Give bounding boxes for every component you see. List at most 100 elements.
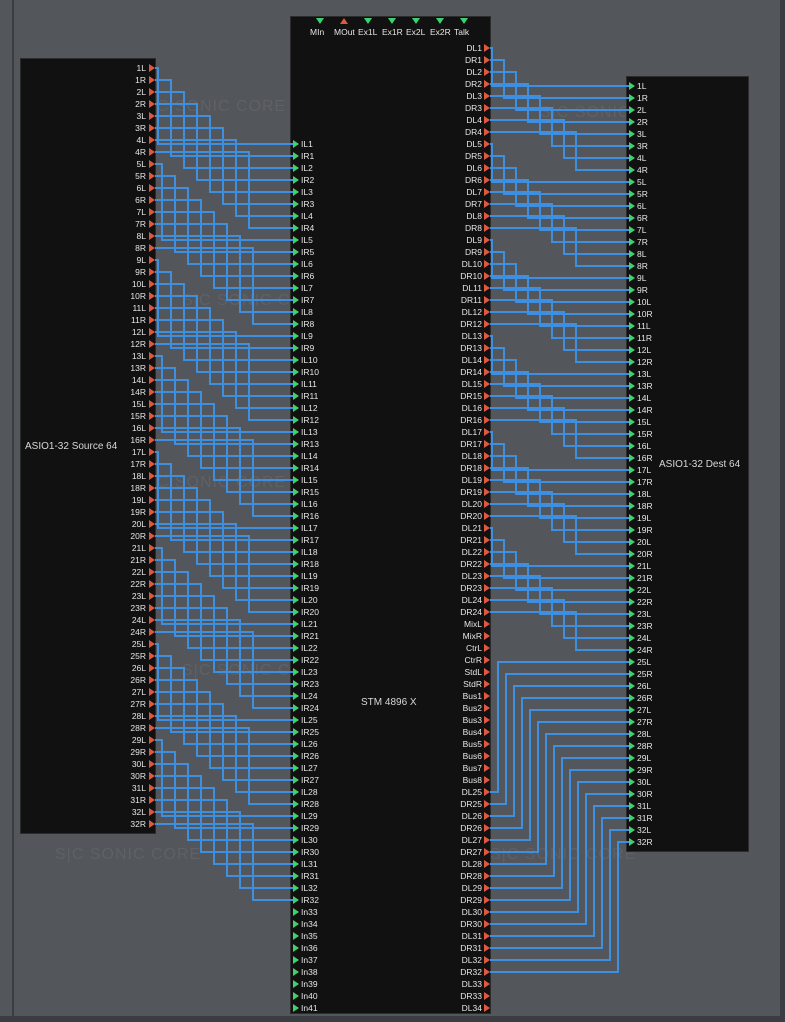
stm-output-pin[interactable] bbox=[484, 128, 490, 136]
stm-input-pin[interactable] bbox=[293, 980, 299, 988]
stm-output-pin[interactable] bbox=[484, 872, 490, 880]
stm-output-pin[interactable] bbox=[484, 416, 490, 424]
stm-input-pin[interactable] bbox=[293, 224, 299, 232]
dest-input-pin[interactable] bbox=[629, 814, 635, 822]
source-output-pin[interactable] bbox=[149, 88, 155, 96]
stm-output-pin[interactable] bbox=[484, 656, 490, 664]
stm-output-pin[interactable] bbox=[484, 224, 490, 232]
source-output-pin[interactable] bbox=[149, 580, 155, 588]
source-output-pin[interactable] bbox=[149, 136, 155, 144]
stm-output-pin[interactable] bbox=[484, 632, 490, 640]
dest-input-pin[interactable] bbox=[629, 226, 635, 234]
source-output-pin[interactable] bbox=[149, 424, 155, 432]
source-output-pin[interactable] bbox=[149, 316, 155, 324]
dest-input-pin[interactable] bbox=[629, 430, 635, 438]
stm-output-pin[interactable] bbox=[484, 836, 490, 844]
stm-output-pin[interactable] bbox=[484, 740, 490, 748]
source-output-pin[interactable] bbox=[149, 208, 155, 216]
source-output-pin[interactable] bbox=[149, 340, 155, 348]
stm-input-pin[interactable] bbox=[293, 188, 299, 196]
dest-input-pin[interactable] bbox=[629, 514, 635, 522]
stm-output-pin[interactable] bbox=[484, 800, 490, 808]
stm-output-pin[interactable] bbox=[484, 920, 490, 928]
dest-input-pin[interactable] bbox=[629, 682, 635, 690]
dest-input-pin[interactable] bbox=[629, 346, 635, 354]
source-output-pin[interactable] bbox=[149, 772, 155, 780]
source-output-pin[interactable] bbox=[149, 592, 155, 600]
stm-input-pin[interactable] bbox=[293, 440, 299, 448]
source-output-pin[interactable] bbox=[149, 172, 155, 180]
stm-input-pin[interactable] bbox=[293, 788, 299, 796]
stm-top-port-pin[interactable] bbox=[364, 18, 372, 24]
stm-input-pin[interactable] bbox=[293, 320, 299, 328]
stm-input-pin[interactable] bbox=[293, 308, 299, 316]
source-output-pin[interactable] bbox=[149, 652, 155, 660]
stm-output-pin[interactable] bbox=[484, 980, 490, 988]
stm-output-pin[interactable] bbox=[484, 344, 490, 352]
stm-output-pin[interactable] bbox=[484, 584, 490, 592]
dest-input-pin[interactable] bbox=[629, 778, 635, 786]
source-output-pin[interactable] bbox=[149, 628, 155, 636]
stm-output-pin[interactable] bbox=[484, 752, 490, 760]
stm-output-pin[interactable] bbox=[484, 368, 490, 376]
source-output-pin[interactable] bbox=[149, 724, 155, 732]
source-output-pin[interactable] bbox=[149, 244, 155, 252]
stm-input-pin[interactable] bbox=[293, 776, 299, 784]
stm-output-pin[interactable] bbox=[484, 164, 490, 172]
stm-input-pin[interactable] bbox=[293, 416, 299, 424]
stm-output-pin[interactable] bbox=[484, 176, 490, 184]
dest-input-pin[interactable] bbox=[629, 562, 635, 570]
stm-output-pin[interactable] bbox=[484, 404, 490, 412]
source-output-pin[interactable] bbox=[149, 784, 155, 792]
stm-output-pin[interactable] bbox=[484, 1004, 490, 1012]
stm-output-pin[interactable] bbox=[484, 668, 490, 676]
source-output-pin[interactable] bbox=[149, 292, 155, 300]
stm-input-pin[interactable] bbox=[293, 572, 299, 580]
stm-output-pin[interactable] bbox=[484, 92, 490, 100]
stm-input-pin[interactable] bbox=[293, 668, 299, 676]
stm-input-pin[interactable] bbox=[293, 968, 299, 976]
stm-output-pin[interactable] bbox=[484, 884, 490, 892]
stm-output-pin[interactable] bbox=[484, 728, 490, 736]
stm-top-port-pin[interactable] bbox=[316, 18, 324, 24]
source-output-pin[interactable] bbox=[149, 760, 155, 768]
dest-input-pin[interactable] bbox=[629, 790, 635, 798]
dest-input-pin[interactable] bbox=[629, 202, 635, 210]
stm-output-pin[interactable] bbox=[484, 188, 490, 196]
stm-output-pin[interactable] bbox=[484, 212, 490, 220]
stm-input-pin[interactable] bbox=[293, 680, 299, 688]
stm-input-pin[interactable] bbox=[293, 596, 299, 604]
stm-input-pin[interactable] bbox=[293, 860, 299, 868]
dest-input-pin[interactable] bbox=[629, 550, 635, 558]
stm-input-pin[interactable] bbox=[293, 728, 299, 736]
stm-output-pin[interactable] bbox=[484, 80, 490, 88]
source-output-pin[interactable] bbox=[149, 460, 155, 468]
dest-input-pin[interactable] bbox=[629, 106, 635, 114]
stm-input-pin[interactable] bbox=[293, 368, 299, 376]
stm-input-pin[interactable] bbox=[293, 920, 299, 928]
dest-input-pin[interactable] bbox=[629, 598, 635, 606]
dest-input-pin[interactable] bbox=[629, 526, 635, 534]
stm-input-pin[interactable] bbox=[293, 620, 299, 628]
source-output-pin[interactable] bbox=[149, 364, 155, 372]
source-output-pin[interactable] bbox=[149, 412, 155, 420]
source-output-pin[interactable] bbox=[149, 124, 155, 132]
stm-output-pin[interactable] bbox=[484, 476, 490, 484]
stm-output-pin[interactable] bbox=[484, 572, 490, 580]
source-output-pin[interactable] bbox=[149, 160, 155, 168]
dest-input-pin[interactable] bbox=[629, 286, 635, 294]
dest-input-pin[interactable] bbox=[629, 670, 635, 678]
stm-input-pin[interactable] bbox=[293, 740, 299, 748]
stm-input-pin[interactable] bbox=[293, 716, 299, 724]
stm-top-port-pin[interactable] bbox=[388, 18, 396, 24]
dest-input-pin[interactable] bbox=[629, 382, 635, 390]
source-output-pin[interactable] bbox=[149, 268, 155, 276]
dest-input-pin[interactable] bbox=[629, 826, 635, 834]
source-output-pin[interactable] bbox=[149, 520, 155, 528]
source-output-pin[interactable] bbox=[149, 376, 155, 384]
stm-output-pin[interactable] bbox=[484, 788, 490, 796]
dest-input-pin[interactable] bbox=[629, 334, 635, 342]
stm-input-pin[interactable] bbox=[293, 944, 299, 952]
stm-output-pin[interactable] bbox=[484, 548, 490, 556]
source-output-pin[interactable] bbox=[149, 148, 155, 156]
